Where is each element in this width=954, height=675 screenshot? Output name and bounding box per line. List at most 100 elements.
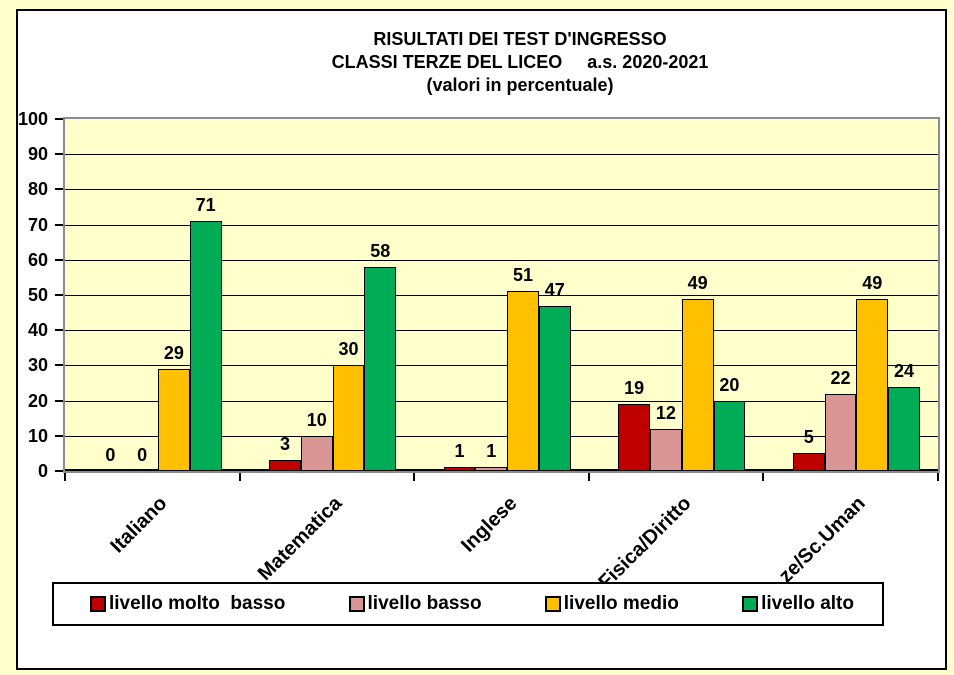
bar-value-label: 47	[544, 279, 565, 300]
x-tick-mark	[238, 473, 241, 481]
x-tick-mark	[762, 473, 765, 481]
bar-value-label: 71	[195, 195, 216, 216]
bar	[507, 291, 539, 471]
bar-value-label: 0	[105, 445, 116, 465]
category-label: Italiano	[106, 492, 172, 558]
bar-group: 19 12 49 20	[589, 119, 764, 471]
y-tick-label: 50	[27, 285, 48, 305]
bar	[650, 428, 682, 471]
x-tick-mark	[64, 473, 66, 481]
y-tick-mark	[55, 258, 63, 261]
y-tick-label: 90	[27, 144, 48, 165]
bar	[618, 404, 651, 471]
bar-value-label: 22	[830, 367, 851, 388]
gridline	[65, 154, 938, 156]
bar-value-label: 49	[862, 272, 883, 293]
y-tick-label: 70	[27, 214, 48, 235]
legend-label: livello medio	[563, 593, 679, 614]
y-tick-mark	[55, 470, 63, 472]
plot-inner: 0 0 29 71 3 10 30 58 1 1 51 47 19 12 49 20 5 22 49 24	[65, 119, 938, 471]
y-tick-label: 40	[27, 320, 48, 341]
chart-title: RISULTATI DEI TEST D'INGRESSO CLASSI TER…	[93, 28, 947, 97]
legend-entry: livello alto	[742, 593, 854, 615]
category-label: Fisica/Diritto	[594, 492, 696, 594]
y-tick-mark	[55, 118, 63, 120]
bar-value-label: 19	[624, 378, 645, 399]
bar	[332, 365, 365, 471]
legend: livello molto basso livello basso livello …	[52, 582, 884, 626]
bar-value-label: 24	[894, 360, 915, 381]
y-tick-label: 20	[27, 390, 48, 411]
bar-value-label: 29	[163, 342, 184, 363]
bar	[443, 467, 476, 471]
legend-entry: livello basso	[348, 593, 482, 615]
bar-value-label: 51	[513, 265, 534, 286]
y-tick-label: 80	[27, 179, 48, 200]
gridline	[65, 224, 938, 226]
y-tick-mark	[55, 364, 63, 367]
bar-value-label: 1	[486, 441, 497, 462]
bar	[888, 386, 920, 471]
title-line-1: RISULTATI DEI TEST D'INGRESSO	[373, 29, 667, 49]
bar	[538, 305, 571, 471]
y-tick-label: 60	[27, 249, 48, 270]
bar-value-label: 3	[279, 434, 290, 455]
legend-label: livello alto	[761, 593, 854, 614]
bar-value-label: 0	[137, 445, 148, 465]
bar	[364, 266, 397, 471]
legend-marker-livello-basso	[348, 596, 365, 612]
bar-value-label: 10	[306, 409, 327, 430]
bar	[158, 368, 190, 471]
y-tick-mark	[55, 294, 63, 296]
y-tick-mark	[55, 399, 63, 402]
bar	[269, 460, 301, 471]
title-line-2: CLASSI TERZE DEL LICEO a.s. 2020-2021	[331, 52, 709, 72]
bar-value-label: 49	[687, 272, 708, 293]
bar-value-label: 20	[719, 374, 740, 395]
legend-entry: livello molto basso	[90, 593, 285, 615]
bar-group: 3 10 30 58	[240, 119, 415, 471]
y-tick-mark	[55, 223, 63, 226]
legend-marker-livello-alto	[742, 596, 759, 612]
y-tick-mark	[55, 188, 63, 191]
legend-marker-livello-molto-basso	[90, 596, 106, 612]
bar	[824, 393, 857, 471]
y-tick-label: 100	[17, 109, 48, 129]
bar	[681, 298, 714, 471]
bar	[300, 435, 333, 471]
gridline	[65, 365, 938, 367]
category-label: Inglese	[456, 492, 521, 557]
legend-marker-livello-medio	[544, 596, 561, 612]
bar-value-label: 5	[803, 427, 814, 448]
gridline	[65, 189, 938, 191]
category-label: Matematica	[253, 492, 347, 585]
bar	[189, 221, 222, 471]
legend-entry: livello medio	[544, 593, 679, 615]
bar-value-label: 12	[655, 402, 676, 423]
title-line-3: (valori in percentuale)	[426, 75, 614, 95]
plot-area: 0 0 29 71 3 10 30 58 1 1 51 47 19 12 49 20 5 22 49 24	[63, 117, 940, 473]
bar	[713, 400, 746, 471]
y-tick-label: 10	[27, 425, 48, 446]
legend-label: livello basso	[367, 593, 482, 614]
bar-value-label: 58	[370, 240, 391, 261]
gridline	[65, 330, 938, 332]
gridline	[65, 435, 938, 437]
gridline	[65, 400, 938, 402]
y-tick-mark	[55, 153, 63, 156]
bar-group: 0 0 29 71	[65, 119, 240, 471]
x-tick-mark	[413, 473, 416, 481]
y-tick-mark	[55, 329, 63, 332]
chart-frame: RISULTATI DEI TEST D'INGRESSO CLASSI TER…	[16, 9, 947, 670]
y-tick-mark	[55, 434, 63, 437]
category-label: ze/Sc.Uman	[775, 492, 871, 588]
x-tick-mark	[937, 473, 939, 481]
bar-value-label: 1	[454, 441, 465, 462]
bar	[792, 453, 825, 471]
bar-value-label: 30	[338, 339, 359, 360]
x-tick-mark	[587, 473, 590, 481]
bar	[475, 467, 508, 471]
gridline	[65, 295, 938, 296]
bar	[856, 298, 889, 471]
